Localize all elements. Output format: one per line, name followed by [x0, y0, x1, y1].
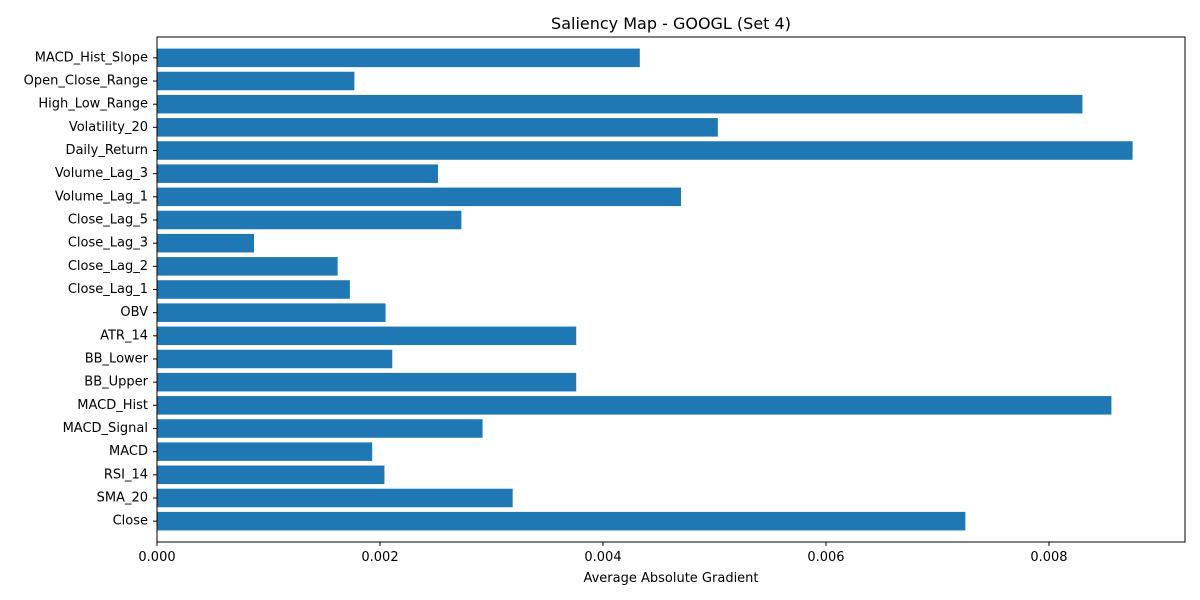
- plot-area-frame: [156, 36, 1186, 543]
- bar-volume-lag-3: [157, 164, 438, 183]
- y-tick-label: High_Low_Range: [38, 97, 148, 112]
- bar-bb-upper: [157, 372, 577, 392]
- chart-title: Saliency Map - GOOGL (Set 4): [551, 14, 791, 33]
- bar-high-low-range: [157, 94, 1083, 114]
- x-tick-label: 0.008: [1030, 550, 1067, 565]
- y-tick-label: ATR_14: [100, 328, 148, 343]
- bar-volatility-20: [157, 118, 718, 137]
- x-tick-label: 0.000: [138, 550, 175, 565]
- bar-close: [157, 511, 966, 531]
- bar-daily-return: [157, 141, 1133, 160]
- y-tick-label: Close_Lag_2: [68, 259, 148, 274]
- bar-bb-lower: [157, 349, 393, 369]
- y-axis-ticks: Close SMA_20 RSI_14 MACD MACD_Signal MACD_His…: [24, 50, 157, 529]
- bar-close-lag-3: [157, 233, 255, 253]
- x-tick-label: 0.004: [584, 550, 621, 565]
- bar-volume-lag-1: [157, 187, 682, 207]
- x-axis-ticks: 0.000 0.002 0.004 0.006 0.008: [138, 542, 1068, 565]
- y-tick-label: Close_Lag_1: [68, 282, 148, 297]
- y-tick-label: RSI_14: [104, 467, 148, 482]
- y-tick-label: MACD: [109, 444, 148, 459]
- bar-group: [157, 48, 1133, 531]
- bar-atr-14: [157, 326, 577, 346]
- bar-close-lag-5: [157, 210, 462, 230]
- bar-macd-hist: [157, 396, 1112, 415]
- bar-obv: [157, 303, 386, 322]
- y-tick-label: Close: [113, 514, 148, 529]
- y-tick-label: Volume_Lag_3: [55, 166, 148, 181]
- y-tick-label: Open_Close_Range: [24, 74, 148, 89]
- y-tick-label: BB_Lower: [85, 351, 149, 366]
- y-tick-label: MACD_Signal: [63, 421, 148, 436]
- bar-macd-hist-slope: [157, 48, 640, 68]
- bar-sma-20: [157, 488, 513, 508]
- bar-rsi-14: [157, 465, 385, 485]
- bar-macd-signal: [157, 419, 483, 438]
- y-tick-label: OBV: [120, 305, 148, 320]
- bar-close-lag-2: [157, 257, 338, 276]
- x-axis-title: Average Absolute Gradient: [583, 571, 758, 586]
- y-tick-label: Volatility_20: [69, 120, 148, 135]
- y-tick-label: MACD_Hist: [77, 398, 148, 413]
- y-tick-label: BB_Upper: [84, 375, 148, 390]
- y-tick-label: Volume_Lag_1: [55, 189, 148, 204]
- bar-open-close-range: [157, 71, 355, 91]
- y-tick-label: Close_Lag_5: [68, 213, 148, 228]
- y-tick-label: MACD_Hist_Slope: [35, 50, 148, 65]
- y-tick-label: Daily_Return: [65, 143, 148, 158]
- x-tick-label: 0.006: [807, 550, 844, 565]
- x-tick-label: 0.002: [361, 550, 398, 565]
- bar-macd: [157, 442, 373, 461]
- bar-close-lag-1: [157, 280, 350, 299]
- y-tick-label: SMA_20: [97, 490, 148, 505]
- y-tick-label: Close_Lag_3: [68, 236, 148, 251]
